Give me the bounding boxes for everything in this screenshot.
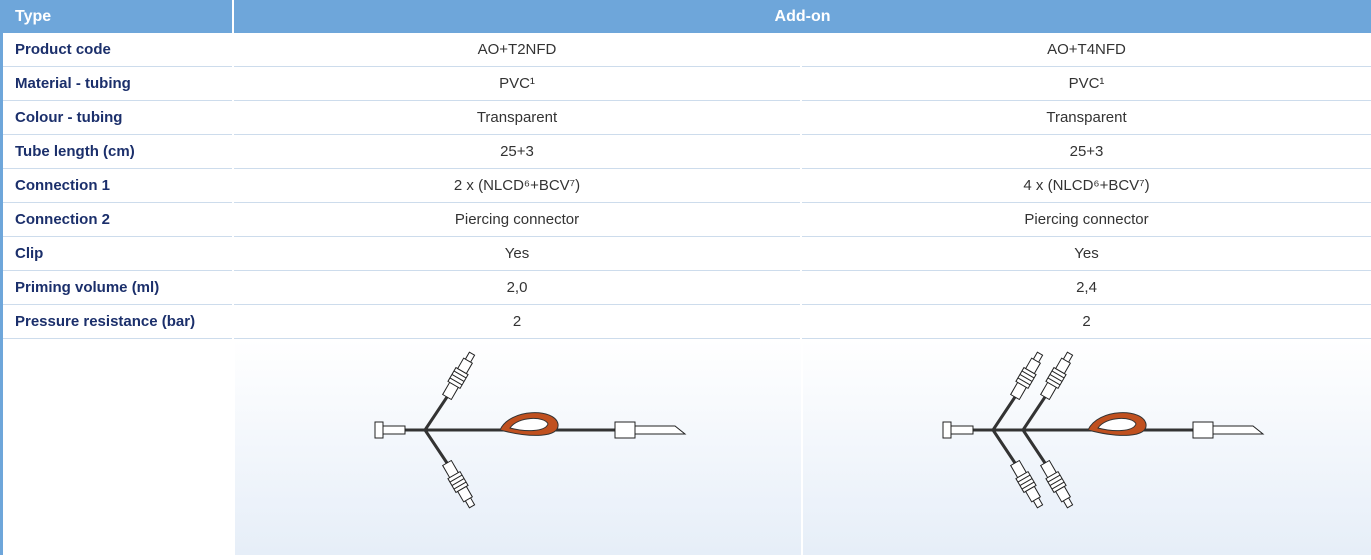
row-label: Colour - tubing (3, 100, 234, 135)
cell-value: Piercing connector (801, 202, 1371, 237)
table-row: Product code AO+T2NFD AO+T4NFD (3, 33, 1371, 67)
cell-value: 2,0 (233, 270, 802, 305)
image-cell (803, 340, 1371, 555)
cell-value: 2,4 (801, 270, 1371, 305)
header-cell: Type (3, 0, 234, 33)
row-label: Connection 2 (3, 202, 234, 237)
image-row (3, 340, 1371, 555)
cell-value: Transparent (801, 100, 1371, 135)
header-row: Type Add-on (3, 0, 1371, 33)
row-label: Material - tubing (3, 66, 234, 101)
row-label: Tube length (cm) (3, 134, 234, 169)
cell-value: 25+3 (233, 134, 802, 169)
spec-table: Type Add-on Product code AO+T2NFD AO+T4NFD… (3, 0, 1371, 339)
table-row: Clip Yes Yes (3, 236, 1371, 271)
empty-cell (3, 340, 233, 555)
cell-value: 25+3 (801, 134, 1371, 169)
device-drawing (942, 349, 1265, 511)
row-label: Product code (3, 33, 234, 67)
cell-value: AO+T2NFD (233, 33, 802, 67)
row-label: Connection 1 (3, 168, 234, 203)
table-row: Connection 2 Piercing connector Piercing c… (3, 202, 1371, 237)
cell-value: 2 (233, 304, 802, 339)
device-drawing (374, 349, 687, 511)
header-cell: Add-on (233, 0, 1371, 33)
row-label: Pressure resistance (bar) (3, 304, 234, 339)
row-label: Priming volume (ml) (3, 270, 234, 305)
cell-value: 2 (801, 304, 1371, 339)
cell-value: Transparent (233, 100, 802, 135)
cell-value: Yes (233, 236, 802, 271)
cell-value: Yes (801, 236, 1371, 271)
cell-value: PVC¹ (801, 66, 1371, 101)
cell-value: 2 x (NLCD⁶+BCV⁷) (233, 168, 802, 203)
row-label: Clip (3, 236, 234, 271)
image-cell (235, 340, 801, 555)
table-row: Pressure resistance (bar) 2 2 (3, 304, 1371, 339)
table-row: Colour - tubing Transparent Transparent (3, 100, 1371, 135)
table-row: Material - tubing PVC¹ PVC¹ (3, 66, 1371, 101)
cell-value: Piercing connector (233, 202, 802, 237)
cell-value: AO+T4NFD (801, 33, 1371, 67)
table-row: Priming volume (ml) 2,0 2,4 (3, 270, 1371, 305)
cell-value: PVC¹ (233, 66, 802, 101)
table-row: Tube length (cm) 25+3 25+3 (3, 134, 1371, 169)
cell-value: 4 x (NLCD⁶+BCV⁷) (801, 168, 1371, 203)
